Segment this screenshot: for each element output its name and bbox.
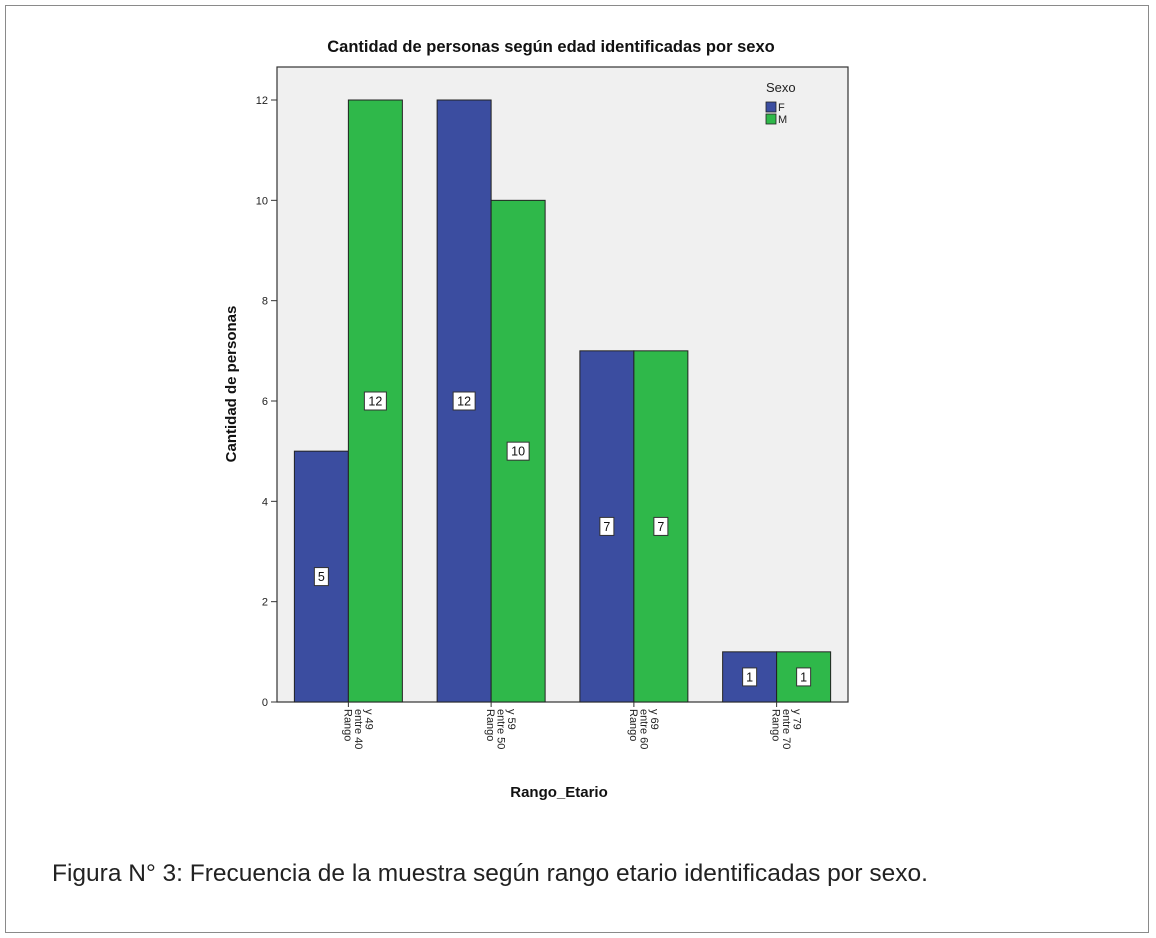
data-label-box: [313, 567, 329, 587]
x-tick-label-line: Rango: [627, 709, 639, 741]
chart-title: Cantidad de personas según edad identifi…: [327, 38, 774, 56]
data-label: 7: [603, 520, 610, 534]
x-tick-label-line: entre 40: [352, 709, 364, 749]
x-tick-label-line: y 49: [362, 709, 374, 730]
data-label-box: [363, 391, 387, 411]
legend-title: Sexo: [766, 80, 796, 95]
y-tick-label: 8: [262, 296, 268, 308]
figure-frame: Cantidad de personas según edad identifi…: [5, 5, 1149, 933]
data-label: 12: [368, 395, 382, 409]
legend-swatch-f: [765, 101, 777, 113]
legend-label-m: M: [778, 114, 787, 126]
data-label: 1: [800, 670, 807, 684]
data-label: 10: [511, 445, 525, 459]
data-label-box: [796, 667, 812, 687]
data-label: 12: [457, 395, 471, 409]
data-label: 1: [746, 670, 753, 684]
x-tick-label-line: entre 50: [495, 709, 507, 749]
y-axis: 0 2 4 6 8 10 12: [256, 95, 277, 709]
y-tick-label: 0: [262, 697, 268, 709]
legend-label-f: F: [778, 102, 785, 114]
y-tick-label: 6: [262, 396, 268, 408]
x-tick-label-line: entre 70: [780, 709, 792, 749]
x-tick-label-line: y 59: [505, 709, 517, 730]
legend: Sexo FM: [765, 80, 796, 126]
data-labels-layer: 5 12 12 10 7 7 1 1: [313, 391, 812, 687]
bar-f-4: [722, 651, 778, 703]
x-tick-label-line: y 79: [791, 709, 803, 730]
y-axis-title: Cantidad de personas: [223, 306, 240, 463]
data-label-box: [599, 516, 615, 536]
x-tick-label-line: Rango: [341, 709, 353, 741]
bar-chart: Cantidad de personas según edad identifi…: [223, 38, 849, 801]
x-tick-label-line: Rango: [484, 709, 496, 741]
x-tick-label-line: Rango: [770, 709, 782, 741]
y-tick-label: 12: [256, 95, 268, 107]
data-label: 7: [657, 520, 664, 534]
x-tick-label-line: entre 60: [637, 709, 649, 749]
figure-caption: Figura N° 3: Frecuencia de la muestra se…: [52, 860, 928, 887]
x-tick-label-line: y 69: [648, 709, 660, 730]
y-tick-label: 2: [262, 597, 268, 609]
legend-swatch-m: [765, 113, 777, 125]
data-label-box: [452, 391, 476, 411]
data-label-box: [506, 441, 530, 461]
y-tick-label: 4: [262, 496, 268, 508]
data-label: 5: [318, 570, 325, 584]
y-tick-label: 10: [256, 195, 268, 207]
x-axis-title: Rango_Etario: [510, 784, 608, 801]
data-label-box: [742, 667, 758, 687]
data-label-box: [653, 516, 669, 536]
